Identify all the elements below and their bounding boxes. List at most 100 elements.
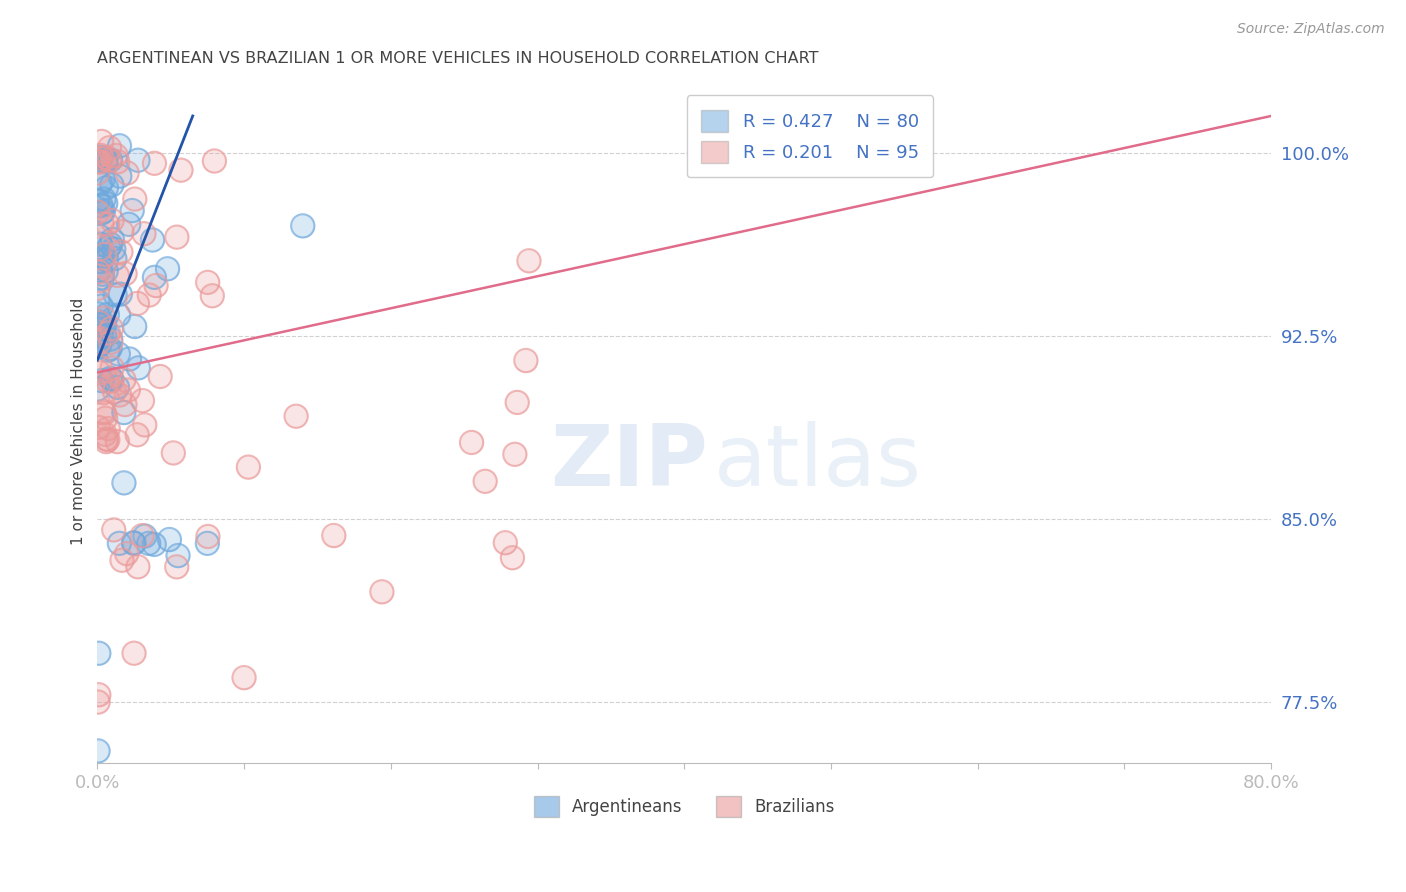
Point <box>91 267 114 281</box>
Point <box>291 219 314 233</box>
Point <box>90 206 112 220</box>
Point <box>87 420 110 434</box>
Point <box>87 323 110 337</box>
Point <box>127 427 149 442</box>
Point <box>96 308 118 322</box>
Point <box>501 550 523 565</box>
Point <box>89 315 111 329</box>
Point <box>122 535 145 549</box>
Point <box>91 172 114 186</box>
Point <box>100 335 122 350</box>
Point <box>132 227 155 241</box>
Point <box>90 254 112 268</box>
Point <box>91 172 114 186</box>
Point <box>93 328 115 343</box>
Point <box>108 536 131 550</box>
Point <box>162 446 184 460</box>
Point <box>90 374 112 388</box>
Text: Source: ZipAtlas.com: Source: ZipAtlas.com <box>1237 22 1385 37</box>
Point <box>97 343 120 358</box>
Point <box>86 166 108 180</box>
Point <box>111 553 134 567</box>
Point <box>104 252 127 266</box>
Point <box>93 192 115 206</box>
Point <box>89 263 111 277</box>
Point <box>97 421 120 435</box>
Point <box>167 549 190 563</box>
Point <box>127 296 149 310</box>
Point <box>115 166 138 180</box>
Point <box>162 446 184 460</box>
Point <box>96 432 118 446</box>
Point <box>100 335 122 350</box>
Point <box>122 646 145 660</box>
Point <box>93 247 115 261</box>
Point <box>143 156 166 170</box>
Point <box>98 153 121 167</box>
Point <box>98 342 121 356</box>
Point <box>238 460 260 475</box>
Point <box>100 153 122 167</box>
Point <box>110 244 132 259</box>
Point <box>89 360 111 375</box>
Point <box>87 205 110 219</box>
Point <box>131 393 153 408</box>
Point <box>104 287 127 301</box>
Point <box>90 151 112 165</box>
Point <box>114 267 136 281</box>
Point <box>87 420 110 434</box>
Point <box>89 316 111 330</box>
Point <box>89 338 111 352</box>
Point <box>134 417 156 432</box>
Point <box>97 240 120 254</box>
Point <box>108 138 131 153</box>
Point <box>112 405 135 419</box>
Point <box>112 373 135 387</box>
Point <box>105 434 128 449</box>
Point <box>122 535 145 549</box>
Point <box>100 321 122 335</box>
Point <box>90 237 112 252</box>
Point <box>166 559 188 574</box>
Point <box>506 395 529 409</box>
Point <box>105 148 128 162</box>
Point <box>371 584 394 599</box>
Point <box>127 296 149 310</box>
Point <box>86 194 108 208</box>
Point <box>143 156 166 170</box>
Point <box>107 268 129 283</box>
Point <box>371 584 394 599</box>
Point <box>100 332 122 346</box>
Point <box>96 308 118 322</box>
Point <box>100 237 122 252</box>
Point <box>107 380 129 394</box>
Point <box>90 299 112 313</box>
Point <box>291 219 314 233</box>
Point <box>97 433 120 447</box>
Point <box>197 529 219 543</box>
Point <box>101 213 124 227</box>
Point <box>112 475 135 490</box>
Point <box>90 254 112 268</box>
Point <box>103 384 125 399</box>
Point <box>105 148 128 162</box>
Point <box>87 744 110 758</box>
Point <box>100 332 122 346</box>
Point <box>98 141 121 155</box>
Point <box>96 180 118 194</box>
Point <box>103 523 125 537</box>
Point <box>97 375 120 389</box>
Point <box>118 217 141 231</box>
Point <box>132 227 155 241</box>
Point <box>98 141 121 155</box>
Point <box>103 523 125 537</box>
Point <box>86 340 108 354</box>
Point <box>121 203 143 218</box>
Point <box>96 434 118 449</box>
Point <box>170 163 193 178</box>
Point <box>506 395 529 409</box>
Point <box>96 264 118 278</box>
Point <box>87 281 110 295</box>
Point <box>108 388 131 402</box>
Point <box>460 435 482 450</box>
